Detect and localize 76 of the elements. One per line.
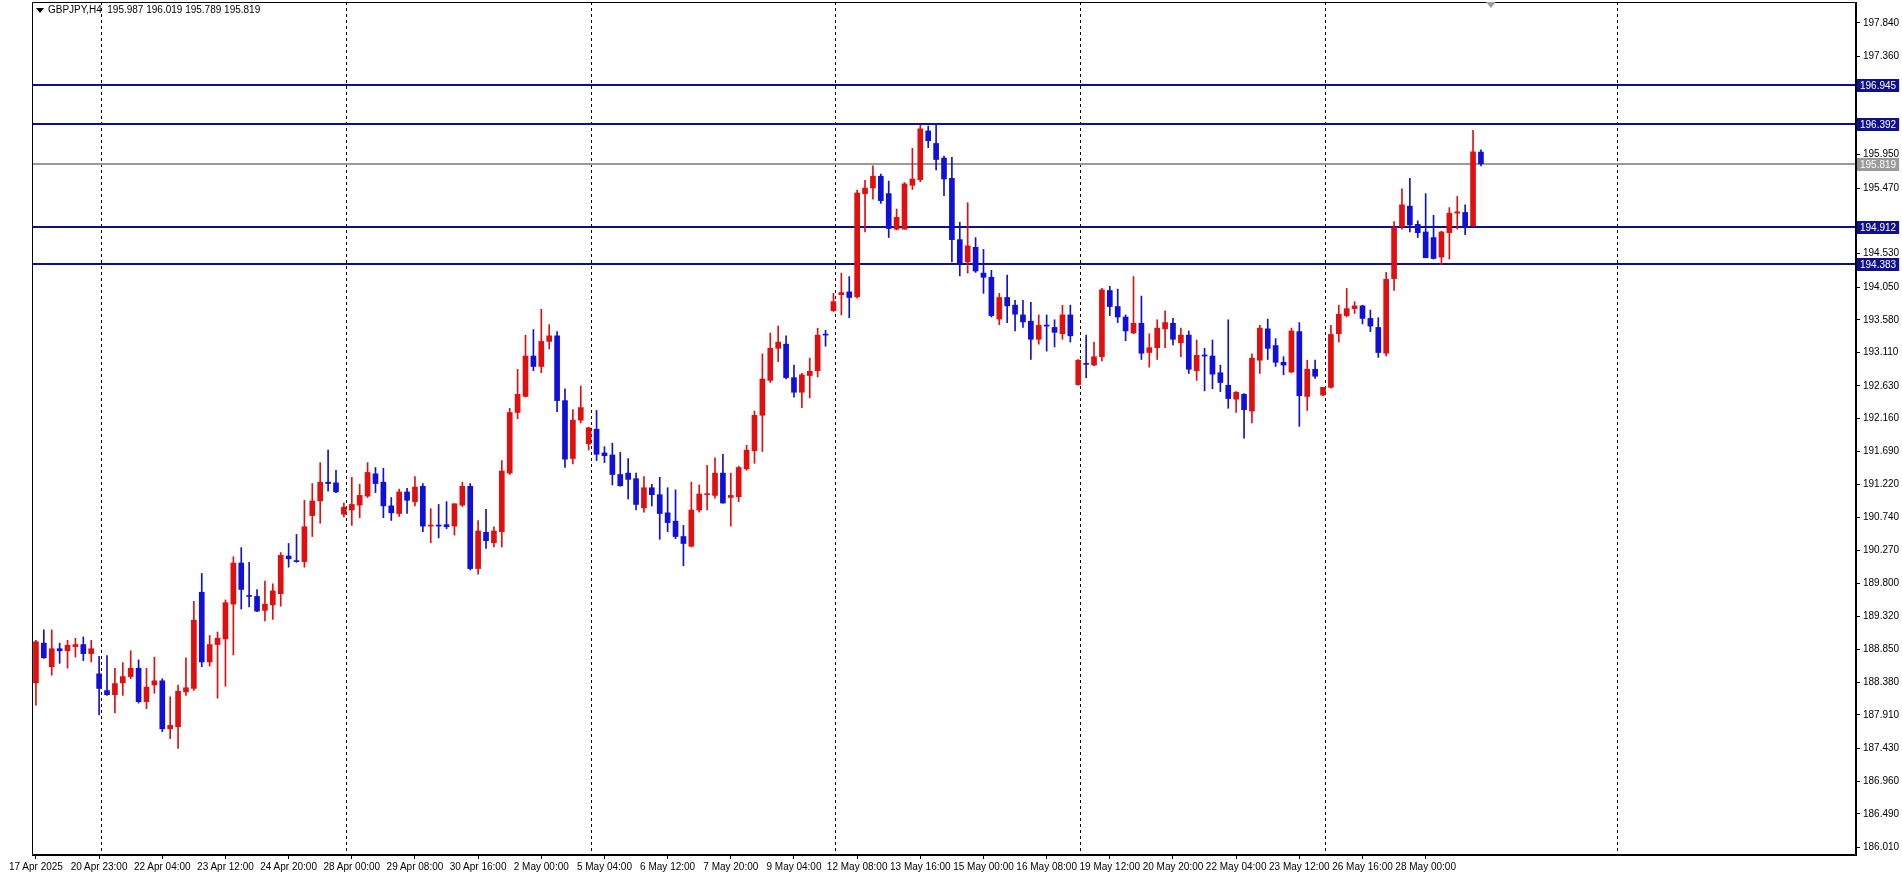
ref-line-label: 196.392 [1860, 118, 1897, 130]
x-tick-label: 13 May 16:00 [890, 860, 952, 872]
y-tick-label: 192.630 [1863, 379, 1900, 391]
y-tick-label: 190.270 [1863, 544, 1900, 556]
candlestick [119, 662, 126, 696]
y-tick-label: 191.220 [1863, 478, 1900, 489]
candlestick [104, 655, 110, 696]
x-tick-label: 22 May 04:00 [1205, 860, 1267, 872]
x-tick-label: 24 Apr 20:00 [260, 860, 318, 872]
candlestick [727, 472, 734, 527]
x-tick-label: 23 May 12:00 [1269, 860, 1331, 872]
x-tick-label: 17 Apr 2025 [8, 860, 64, 872]
candlestick [246, 561, 252, 608]
candlestick [1083, 334, 1089, 378]
candlestick [1225, 319, 1232, 409]
x-tick-label: 29 Apr 08:00 [386, 860, 444, 872]
y-tick-label: 190.740 [1863, 511, 1900, 523]
candlestick [167, 696, 174, 739]
chart-title: GBPJPY,H4 195.987 196.019 195.789 195.819 [48, 4, 261, 16]
y-tick-label: 197.840 [1863, 16, 1900, 28]
candlestick [862, 180, 868, 233]
y-tick-label: 187.430 [1863, 742, 1900, 754]
y-tick-label: 197.360 [1863, 50, 1900, 62]
y-tick-label: 193.580 [1863, 313, 1900, 325]
candlestick [775, 325, 782, 362]
x-tick-label: 23 Apr 12:00 [197, 860, 255, 872]
candlestick [704, 465, 710, 511]
ref-line-label: 194.912 [1860, 221, 1897, 233]
x-tick-label: 16 May 08:00 [1016, 860, 1078, 872]
x-tick-label: 20 Apr 23:00 [70, 860, 128, 872]
y-tick-label: 188.380 [1863, 675, 1900, 687]
x-tick-label: 28 Apr 00:00 [323, 860, 381, 872]
candlestick [1004, 274, 1010, 323]
x-tick-label: 5 May 04:00 [576, 860, 633, 872]
candlestick [1454, 196, 1461, 230]
candlestick [846, 276, 853, 319]
candlestick [262, 580, 268, 622]
y-tick-label: 189.320 [1863, 610, 1900, 622]
y-tick-label: 188.850 [1863, 643, 1900, 655]
x-tick-label: 6 May 12:00 [640, 860, 696, 872]
candlestick [964, 202, 971, 274]
y-tick-label: 187.910 [1863, 708, 1900, 720]
y-tick-label: 186.010 [1863, 841, 1900, 853]
y-tick-label: 195.950 [1863, 148, 1900, 160]
candlestick [348, 476, 355, 526]
ref-line-label: 195.819 [1860, 158, 1897, 170]
x-tick-label: 7 May 20:00 [703, 860, 759, 872]
x-tick-label: 28 May 00:00 [1395, 860, 1457, 872]
candlestick [806, 357, 813, 399]
y-tick-label: 191.690 [1863, 445, 1900, 457]
x-tick-label: 20 May 20:00 [1142, 860, 1204, 872]
y-tick-label: 186.960 [1863, 774, 1900, 786]
candlestick [625, 458, 631, 500]
x-tick-label: 26 May 16:00 [1332, 860, 1394, 872]
y-tick-label: 189.800 [1863, 576, 1900, 588]
y-tick-label: 192.160 [1863, 412, 1900, 424]
y-tick-label: 193.110 [1863, 346, 1899, 358]
x-tick-label: 2 May 00:00 [513, 860, 570, 872]
candlestick [1162, 310, 1168, 348]
candlestick [325, 449, 331, 492]
y-tick-label: 186.490 [1863, 807, 1900, 819]
x-tick-label: 19 May 12:00 [1079, 860, 1141, 872]
x-tick-label: 15 May 00:00 [953, 860, 1015, 872]
y-tick-label: 194.050 [1863, 280, 1900, 292]
ref-line-label: 194.383 [1860, 258, 1897, 270]
ref-line-label: 196.945 [1860, 79, 1897, 91]
x-tick-label: 12 May 08:00 [826, 860, 888, 872]
x-tick-label: 9 May 04:00 [766, 860, 822, 872]
x-tick-label: 30 Apr 16:00 [449, 860, 507, 872]
x-tick-label: 22 Apr 04:00 [133, 860, 192, 872]
candlestick [1020, 299, 1026, 328]
y-tick-label: 195.470 [1863, 181, 1900, 193]
candlestick [1146, 333, 1153, 368]
y-tick-label: 194.530 [1863, 247, 1900, 259]
candlestick [483, 509, 489, 549]
candlestick [183, 657, 189, 696]
